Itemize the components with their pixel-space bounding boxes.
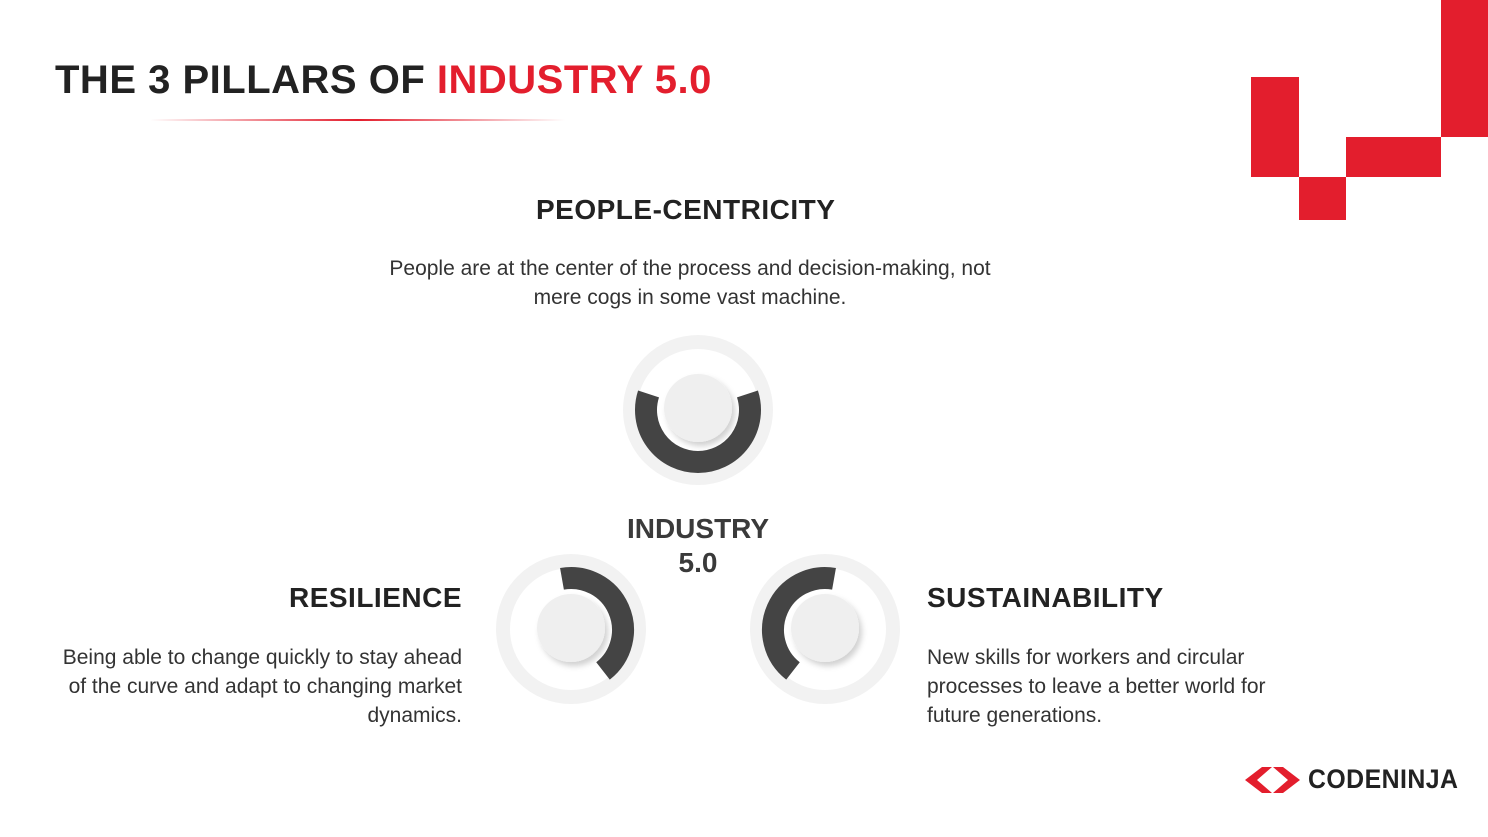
title-prefix: THE 3 PILLARS OF: [55, 58, 437, 102]
pillar-title-resilience: RESILIENCE: [288, 582, 462, 613]
page-title: THE 3 PILLARS OF INDUSTRY 5.0: [55, 58, 712, 103]
resilience-icon: [496, 554, 646, 704]
title-underline: [150, 119, 565, 121]
logo-text: CODENINJA: [1308, 764, 1459, 794]
corner-pixel-decoration: [1251, 0, 1488, 220]
codeninja-logo-icon: [1245, 767, 1300, 793]
center-label-line1: INDUSTRY: [626, 513, 770, 544]
center-label: INDUSTRY 5.0: [598, 512, 798, 580]
sustainability-icon: [750, 554, 900, 704]
pillar-title-sustainability: SUSTAINABILITY: [927, 582, 1164, 613]
title-accent: INDUSTRY 5.0: [436, 58, 712, 102]
center-label-line2: 5.0: [678, 547, 718, 578]
pillar-description-sustainability: New skills for workers and circular proc…: [927, 646, 1266, 727]
people-centricity-icon: [623, 335, 773, 485]
pillar-description-resilience: Being able to change quickly to stay ahe…: [62, 646, 462, 727]
pillar-title-people-centricity: PEOPLE-CENTRICITY: [536, 194, 836, 225]
pillar-description-people-centricity: People are at the center of the process …: [389, 257, 991, 309]
